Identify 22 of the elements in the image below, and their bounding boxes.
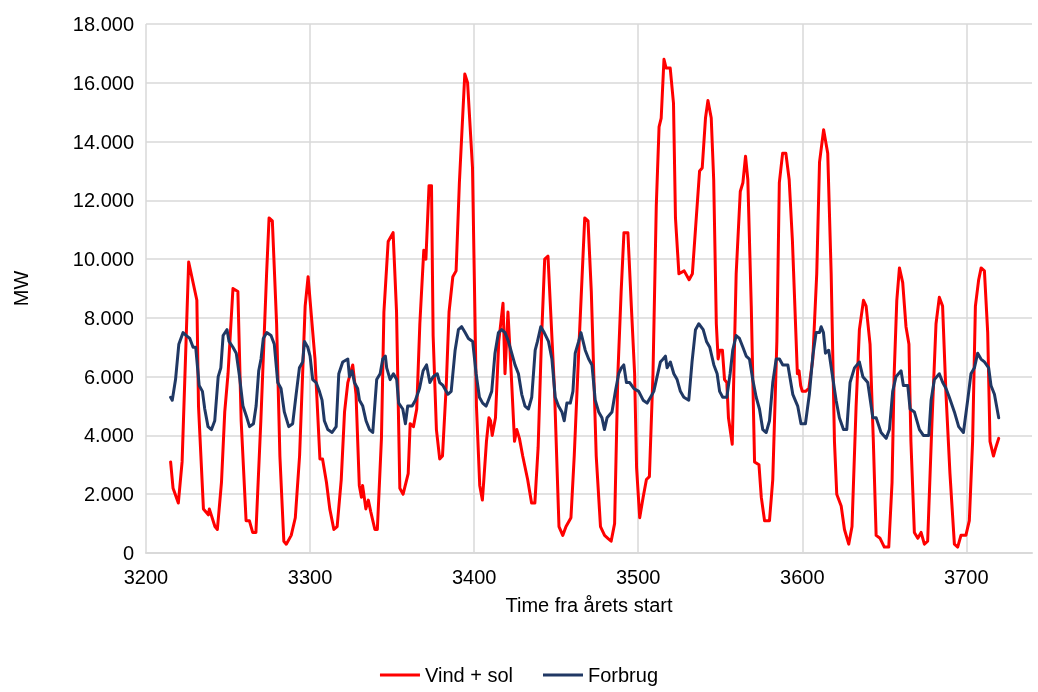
y-tick-label: 16.000 — [72, 71, 134, 94]
line-series — [169, 322, 1001, 440]
y-tick-label: 12.000 — [72, 189, 134, 212]
y-tick-label: 18.000 — [72, 13, 134, 35]
y-tick-label: 14.000 — [72, 130, 134, 153]
y-tick-label: 10.000 — [72, 248, 134, 271]
y-tick-label: 2.000 — [83, 483, 134, 506]
x-tick-label: 3500 — [615, 566, 661, 588]
line-series — [169, 57, 1001, 549]
legend-label: Forbrug — [588, 664, 659, 686]
y-axis-title: MW — [10, 270, 32, 307]
x-tick-label: 3700 — [944, 566, 989, 588]
x-tick-label: 3600 — [780, 566, 825, 588]
y-tick-label: 6.000 — [83, 365, 134, 388]
x-tick-label: 3400 — [451, 566, 497, 588]
y-tick-label: 8.000 — [83, 306, 134, 329]
x-axis-title: Time fra årets start — [505, 594, 673, 616]
x-tick-label: 3300 — [287, 566, 333, 588]
y-tick-label: 0 — [122, 542, 134, 564]
legend-label: Vind + sol — [424, 664, 513, 686]
y-tick-label: 4.000 — [83, 424, 134, 447]
x-tick-label: 3200 — [123, 566, 169, 588]
